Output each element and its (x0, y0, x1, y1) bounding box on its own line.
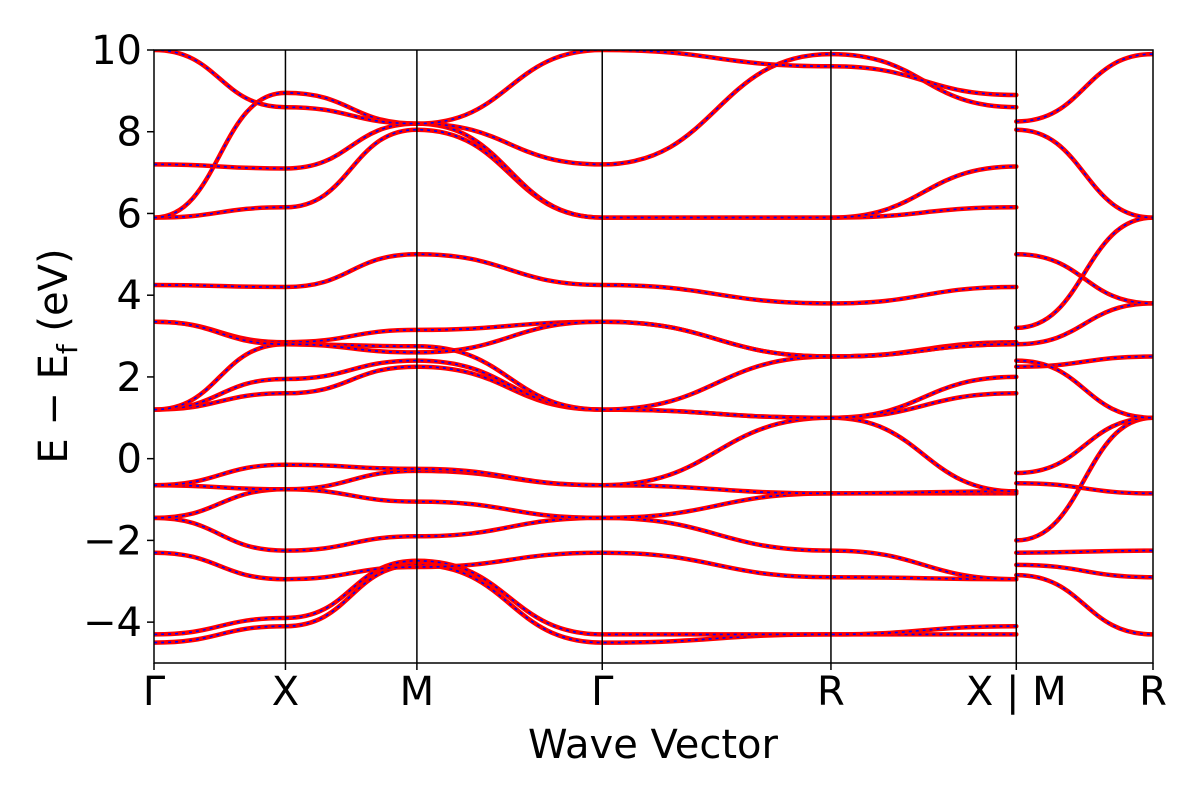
band-21 (1014, 415, 1153, 543)
y-tick-label: 4 (117, 273, 142, 319)
x-ticks: Γ X M Γ R X | M R (143, 663, 1167, 715)
band-18 (1014, 572, 1153, 637)
kpoint-lines (284, 50, 1018, 663)
y-axis-label-unit: (eV) (31, 248, 77, 344)
x-tick-label: Γ (143, 669, 166, 715)
band-line-blue-dashed (1016, 216, 1153, 329)
x-tick-label: Γ (591, 669, 614, 715)
y-tick-label: 6 (117, 191, 142, 237)
y-tick-label: −4 (83, 600, 142, 646)
y-tick-label: 2 (117, 355, 142, 401)
x-tick-label: M (400, 669, 435, 715)
band-3 (154, 550, 1019, 582)
y-tick-label: 8 (117, 110, 142, 156)
band-line-blue-dashed (1016, 574, 1153, 636)
y-axis-label-main: E − E (31, 354, 77, 464)
band-line-blue-dashed (1016, 302, 1153, 345)
band-line-red (154, 550, 1019, 582)
band-4 (154, 515, 1019, 582)
band-17 (154, 50, 1019, 126)
y-axis-label: E − Ef (eV) (31, 248, 84, 463)
y-axis-label-subscript: f (51, 343, 84, 354)
band-25 (1014, 358, 1153, 421)
x-axis-label: Wave Vector (528, 722, 779, 768)
band-line-blue-dashed (154, 53, 1017, 170)
band-26 (1014, 301, 1153, 347)
band-23 (1014, 415, 1153, 476)
band-line-red (154, 319, 1019, 359)
plot-background (154, 50, 1153, 663)
band-27 (1014, 252, 1153, 306)
band-30 (1014, 51, 1153, 124)
band-line-red (1014, 354, 1153, 369)
plot-frame (153, 49, 1154, 664)
band-line-blue-dashed (154, 517, 1017, 580)
band-20 (1014, 548, 1153, 555)
x-tick-label: R (817, 669, 845, 715)
band-line-blue-dashed (1016, 417, 1153, 542)
band-12 (154, 319, 1019, 359)
band-line-blue-dashed (1016, 253, 1153, 305)
y-tick-label: 10 (91, 28, 142, 74)
band-line-red (1014, 548, 1153, 555)
band-line-blue-dashed (154, 253, 1017, 305)
y-ticks: −4 −2 0 2 4 6 8 10 (83, 28, 154, 646)
x-tick-label: X (272, 669, 299, 715)
x-tick-label: R (1139, 669, 1167, 715)
band-29 (1014, 127, 1153, 220)
band-24 (1014, 354, 1153, 369)
band-line-blue-dashed (1016, 53, 1153, 123)
band-19 (1014, 562, 1153, 580)
band-22 (1014, 480, 1153, 496)
x-tick-label: X | M (966, 669, 1067, 715)
band-line-blue-dashed (1016, 128, 1153, 219)
band-line-blue-dashed (154, 470, 1017, 495)
band-line-blue-dashed (1016, 417, 1153, 474)
band-line-blue-dashed (154, 359, 1017, 419)
bands-layer (154, 50, 1153, 645)
band-line-red (1014, 562, 1153, 580)
band-line-blue-dashed (1016, 359, 1153, 419)
band-line-blue-dashed (154, 50, 1017, 125)
band-line-red (1014, 480, 1153, 496)
y-tick-label: 0 (117, 437, 142, 483)
y-tick-label: −2 (83, 518, 142, 564)
band-28 (1014, 215, 1153, 331)
